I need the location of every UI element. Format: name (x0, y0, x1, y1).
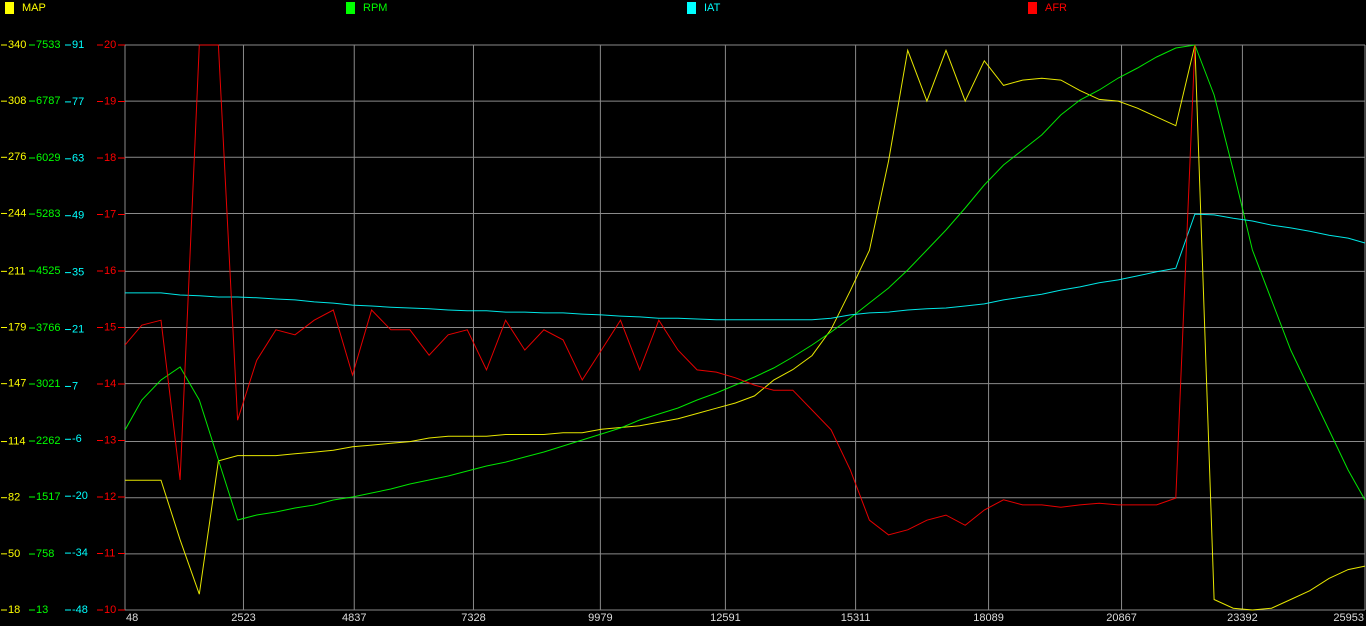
x-tick-label: 25953 (1333, 612, 1364, 624)
y-tick-label: 14 (104, 378, 116, 390)
x-tick-label: 7328 (461, 612, 485, 624)
legend-swatch (5, 2, 14, 14)
y-tick-label: 63 (72, 153, 84, 165)
x-tick-label: 20867 (1106, 612, 1137, 624)
y-tick-label: 758 (36, 548, 54, 560)
y-tick-label: 11 (104, 547, 115, 559)
legend-swatch (1028, 2, 1037, 14)
x-tick-label: 9979 (588, 612, 612, 624)
y-tick-label: -20 (72, 490, 88, 502)
y-tick-label: 4525 (36, 265, 60, 277)
y-tick-label: 15 (104, 321, 116, 333)
series-line (125, 44, 1366, 611)
x-tick-label: 48 (126, 612, 138, 624)
legend-swatch (687, 2, 696, 14)
legend-label: MAP (22, 2, 46, 14)
y-tick-label: 7 (72, 380, 78, 392)
y-tick-label: 17 (104, 208, 116, 220)
y-tick-label: 16 (104, 265, 116, 277)
y-tick-label: 114 (8, 435, 26, 447)
y-tick-label: 49 (72, 210, 84, 222)
y-tick-label: -48 (72, 604, 88, 616)
y-tick-label: 19 (104, 95, 116, 107)
series-line (125, 213, 1366, 321)
y-tick-label: 7533 (36, 39, 60, 51)
y-tick-label: 5283 (36, 208, 60, 220)
y-tick-label: 12 (104, 491, 116, 503)
series-line (125, 44, 1196, 536)
y-tick-label: 3766 (36, 322, 60, 334)
y-tick-label: 6787 (36, 95, 60, 107)
x-tick-label: 15311 (841, 612, 871, 624)
legend-label: RPM (363, 2, 387, 14)
y-tick-label: 244 (8, 207, 26, 219)
y-tick-label: -6 (72, 433, 82, 445)
legend-label: IAT (704, 2, 721, 14)
y-tick-label: 13 (104, 434, 116, 446)
y-tick-label: 13 (36, 604, 48, 616)
y-tick-label: 20 (104, 39, 116, 51)
y-tick-label: 21 (72, 323, 84, 335)
y-tick-label: 77 (72, 96, 84, 108)
y-tick-label: 340 (8, 39, 26, 51)
y-tick-label: 6029 (36, 152, 60, 164)
y-tick-label: 82 (8, 492, 20, 504)
y-tick-label: 50 (8, 548, 20, 560)
y-tick-label: 147 (8, 378, 26, 390)
y-tick-label: 35 (72, 267, 84, 279)
y-tick-label: 179 (8, 321, 26, 333)
y-tick-label: 18 (8, 604, 20, 616)
y-tick-label: 211 (8, 265, 26, 277)
legend-swatch (346, 2, 355, 14)
x-tick-label: 23392 (1227, 612, 1258, 624)
y-tick-label: -34 (72, 547, 88, 559)
y-tick-label: 18 (104, 152, 116, 164)
y-tick-label: 308 (8, 95, 26, 107)
y-tick-label: 1517 (36, 491, 60, 503)
x-tick-label: 4837 (342, 612, 366, 624)
y-tick-label: 2262 (36, 435, 60, 447)
legend-label: AFR (1045, 2, 1067, 14)
y-tick-label: 3021 (36, 378, 60, 390)
x-tick-label: 18089 (973, 612, 1004, 624)
y-tick-label: 10 (104, 604, 116, 616)
y-tick-label: 276 (8, 151, 26, 163)
y-tick-label: 91 (72, 39, 84, 51)
x-tick-label: 12591 (710, 612, 741, 624)
x-tick-label: 2523 (231, 612, 255, 624)
